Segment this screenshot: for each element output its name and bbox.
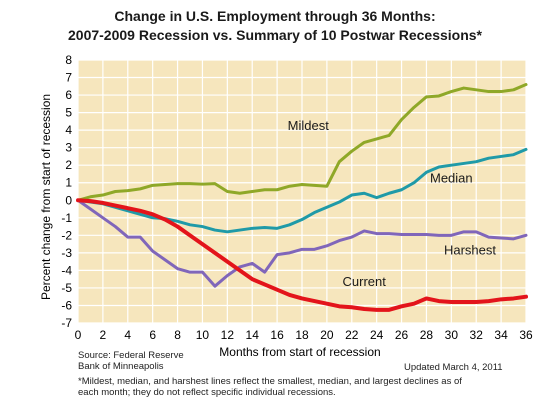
y-tick-label: -6 bbox=[61, 298, 72, 312]
x-tick-label: 26 bbox=[395, 328, 409, 342]
x-tick-label: 18 bbox=[295, 328, 309, 342]
footnote-line1: *Mildest, median, and harshest lines ref… bbox=[78, 376, 462, 387]
footnote-line2: each month; they do not reflect specific… bbox=[78, 387, 336, 398]
series-label-harshest: Harshest bbox=[444, 243, 496, 258]
x-tick-label: 0 bbox=[75, 328, 82, 342]
x-tick-label: 8 bbox=[174, 328, 181, 342]
y-tick-label: -7 bbox=[61, 316, 72, 330]
x-axis-label: Months from start of recession bbox=[219, 345, 380, 359]
series-line-harshest bbox=[76, 198, 528, 288]
y-tick-label: -4 bbox=[61, 263, 72, 277]
x-tick-label: 34 bbox=[494, 328, 508, 342]
updated-note: Updated March 4, 2011 bbox=[404, 362, 503, 373]
series-labels: Mildest Median Harshest Current bbox=[288, 118, 497, 289]
y-tick-label: 5 bbox=[65, 106, 72, 120]
y-tick-label: 1 bbox=[65, 176, 72, 190]
series-line-current bbox=[76, 198, 528, 312]
x-tick-label: 28 bbox=[420, 328, 434, 342]
y-tick-label: 3 bbox=[65, 141, 72, 155]
series-label-mildest: Mildest bbox=[288, 118, 330, 133]
x-tick-label: 14 bbox=[246, 328, 260, 342]
source-line2: Bank of Minneapolis bbox=[78, 361, 164, 372]
x-tick-label: 36 bbox=[519, 328, 533, 342]
y-tick-label: -5 bbox=[61, 281, 72, 295]
y-tick-labels: -7 -6 -5 -4 -3 -2 -1 0 1 2 3 4 5 6 7 8 bbox=[61, 53, 72, 330]
y-tick-label: 6 bbox=[65, 88, 72, 102]
x-tick-label: 24 bbox=[370, 328, 384, 342]
chart-title-line1: Change in U.S. Employment through 36 Mon… bbox=[114, 8, 436, 24]
x-tick-label: 16 bbox=[270, 328, 284, 342]
x-tick-label: 4 bbox=[124, 328, 131, 342]
y-tick-label: 2 bbox=[65, 158, 72, 172]
x-tick-label: 20 bbox=[320, 328, 334, 342]
x-tick-label: 12 bbox=[221, 328, 235, 342]
series-label-current: Current bbox=[343, 274, 387, 289]
y-tick-label: 8 bbox=[65, 53, 72, 67]
y-axis-label: Percent change from start of recession bbox=[39, 94, 53, 300]
source-line1: Source: Federal Reserve bbox=[78, 350, 184, 361]
series-line-mildest bbox=[76, 83, 528, 202]
x-tick-label: 2 bbox=[100, 328, 107, 342]
y-tick-label: 4 bbox=[65, 123, 72, 137]
x-tick-label: 22 bbox=[345, 328, 359, 342]
y-tick-label: -2 bbox=[61, 228, 72, 242]
x-tick-label: 32 bbox=[470, 328, 484, 342]
x-tick-label: 30 bbox=[445, 328, 459, 342]
x-tick-label: 10 bbox=[196, 328, 210, 342]
chart-title-line2: 2007-2009 Recession vs. Summary of 10 Po… bbox=[68, 27, 482, 43]
series-line-median bbox=[76, 147, 528, 234]
series-label-median: Median bbox=[430, 171, 473, 186]
y-tick-label: -1 bbox=[61, 211, 72, 225]
series-group bbox=[76, 83, 528, 312]
x-tick-labels: 0 2 4 6 8 10 12 14 16 18 20 22 24 26 28 30 32 34 36 bbox=[75, 328, 533, 342]
y-tick-label: 7 bbox=[65, 71, 72, 85]
y-tick-label: -3 bbox=[61, 246, 72, 260]
x-tick-label: 6 bbox=[149, 328, 156, 342]
y-tick-label: 0 bbox=[65, 193, 72, 207]
